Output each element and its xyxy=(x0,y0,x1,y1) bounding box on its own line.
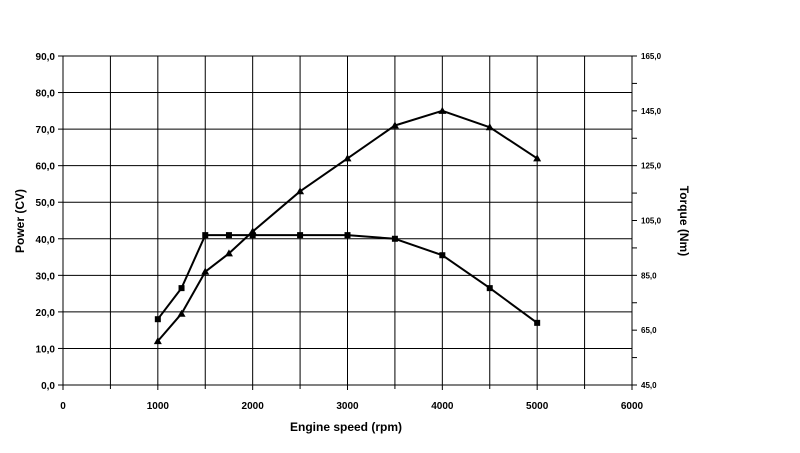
data-point-square xyxy=(225,232,232,239)
x-tick-label: 4000 xyxy=(431,401,454,412)
left-tick-label: 60,0 xyxy=(36,162,56,173)
data-point-square xyxy=(202,232,209,239)
left-tick-label: 50,0 xyxy=(36,198,56,209)
x-tick-label: 2000 xyxy=(242,401,265,412)
x-axis-ticks: 0 1000 2000 3000 4000 5000 6000 xyxy=(60,385,644,412)
x-axis-title: Engine speed (rpm) xyxy=(290,420,402,434)
left-tick-label: 20,0 xyxy=(36,308,56,319)
left-axis-ticks: 0,0 10,0 20,0 30,0 40,0 50,0 60,0 70,0 80,0 90,0 xyxy=(36,52,63,392)
data-point-square xyxy=(391,235,398,242)
right-axis-title: Torque (Nm) xyxy=(677,186,691,256)
left-tick-label: 10,0 xyxy=(36,344,56,355)
grid xyxy=(63,55,632,385)
right-tick-label: 125,0 xyxy=(641,162,662,171)
left-tick-label: 90,0 xyxy=(36,52,56,63)
data-point-square xyxy=(178,285,185,292)
x-tick-label: 0 xyxy=(60,401,66,412)
x-tick-label: 6000 xyxy=(621,401,644,412)
right-tick-label: 65,0 xyxy=(641,326,657,335)
left-tick-label: 70,0 xyxy=(36,125,56,136)
data-point-square xyxy=(154,316,161,323)
right-tick-label: 85,0 xyxy=(641,271,657,280)
x-tick-label: 5000 xyxy=(526,401,549,412)
right-tick-label: 165,0 xyxy=(641,52,662,61)
left-tick-label: 40,0 xyxy=(36,235,56,246)
left-tick-label: 0,0 xyxy=(41,381,55,392)
right-tick-label: 145,0 xyxy=(641,107,662,116)
left-tick-label: 30,0 xyxy=(36,271,56,282)
data-point-square xyxy=(486,285,493,292)
x-tick-label: 3000 xyxy=(336,401,359,412)
data-point-triangle xyxy=(438,106,447,114)
data-point-triangle xyxy=(533,154,542,162)
data-point-triangle xyxy=(201,267,210,275)
series xyxy=(153,106,542,345)
data-point-triangle xyxy=(343,154,352,162)
data-point-triangle xyxy=(296,187,305,195)
left-tick-label: 80,0 xyxy=(36,89,56,100)
data-point-triangle xyxy=(390,121,399,129)
data-point-triangle xyxy=(177,309,186,317)
right-tick-label: 105,0 xyxy=(641,217,662,226)
data-point-triangle xyxy=(153,337,162,345)
data-point-triangle xyxy=(224,249,233,257)
data-point-square xyxy=(439,252,446,259)
x-tick-label: 1000 xyxy=(147,401,170,412)
left-axis-title: Power (CV) xyxy=(13,189,27,253)
right-axis-ticks: 45,0 65,0 85,0 105,0 125,0 145,0 165,0 xyxy=(632,52,662,390)
data-point-square xyxy=(297,232,304,239)
data-point-square xyxy=(344,232,351,239)
data-point-triangle xyxy=(485,123,494,131)
data-point-square xyxy=(249,232,256,239)
data-point-square xyxy=(534,319,541,326)
right-tick-label: 45,0 xyxy=(641,381,657,390)
